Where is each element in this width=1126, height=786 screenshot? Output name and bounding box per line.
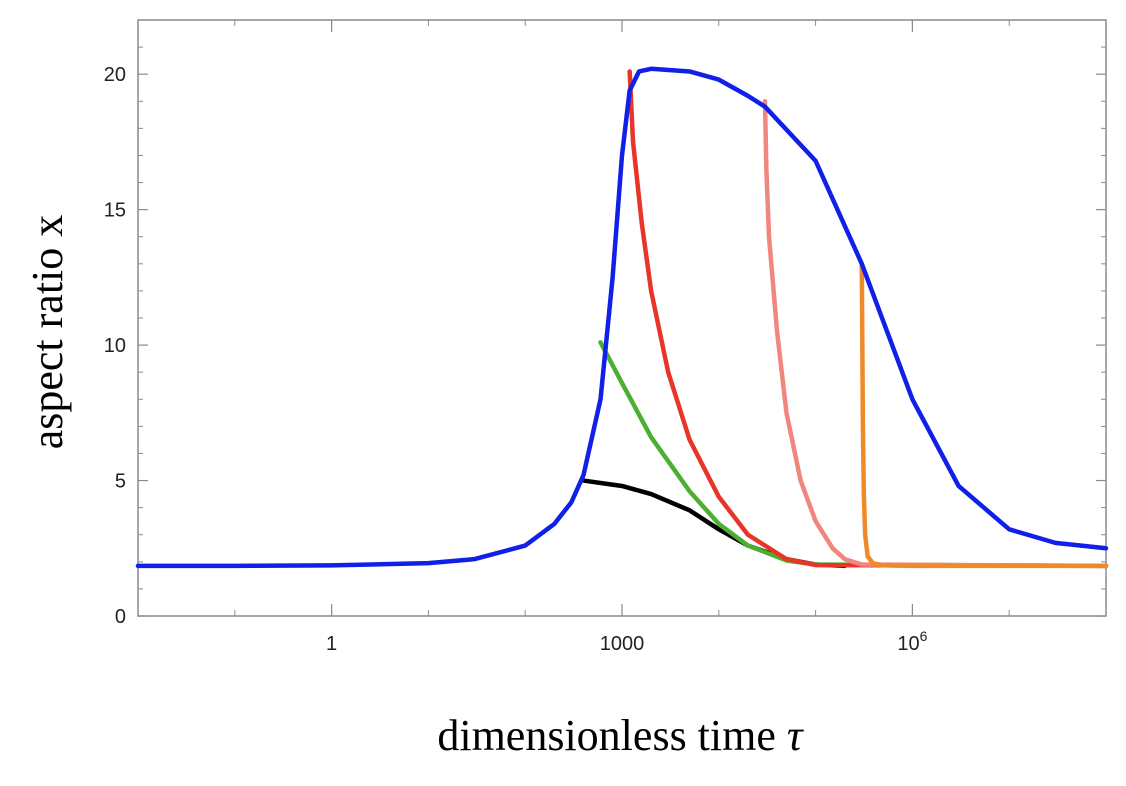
series-group — [135, 66, 1109, 569]
y-tick-label: 15 — [104, 200, 126, 222]
y-tick-label: 20 — [104, 64, 126, 86]
series-line — [859, 261, 1109, 569]
y-axis-title: aspect ratio x — [23, 215, 72, 450]
y-tick-labels: 0 5 10 15 20 — [104, 64, 126, 628]
x-tick-label-base: 10 — [897, 633, 919, 655]
y-tick-label: 10 — [104, 335, 126, 357]
x-axis-title: dimensionless time τ — [437, 711, 805, 760]
x-tick-label-base: 1000 — [600, 633, 645, 655]
y-tick-label: 0 — [115, 606, 126, 628]
x-tick-label-exponent: 6 — [920, 628, 928, 644]
major-ticks — [138, 20, 1106, 617]
y-tick-label: 5 — [115, 471, 126, 493]
series-line — [627, 69, 1109, 569]
x-axis-title-text: dimensionless time — [437, 711, 776, 760]
x-axis-title-symbol: τ — [787, 711, 805, 760]
x-tick-label: 1 — [326, 633, 337, 655]
series-line — [135, 66, 1109, 569]
x-tick-labels: 1 1000 106 — [326, 628, 928, 655]
series-line — [762, 99, 1109, 569]
x-tick-label: 106 — [897, 628, 927, 655]
x-tick-label: 1000 — [600, 633, 645, 655]
x-tick-label-base: 1 — [326, 633, 337, 655]
